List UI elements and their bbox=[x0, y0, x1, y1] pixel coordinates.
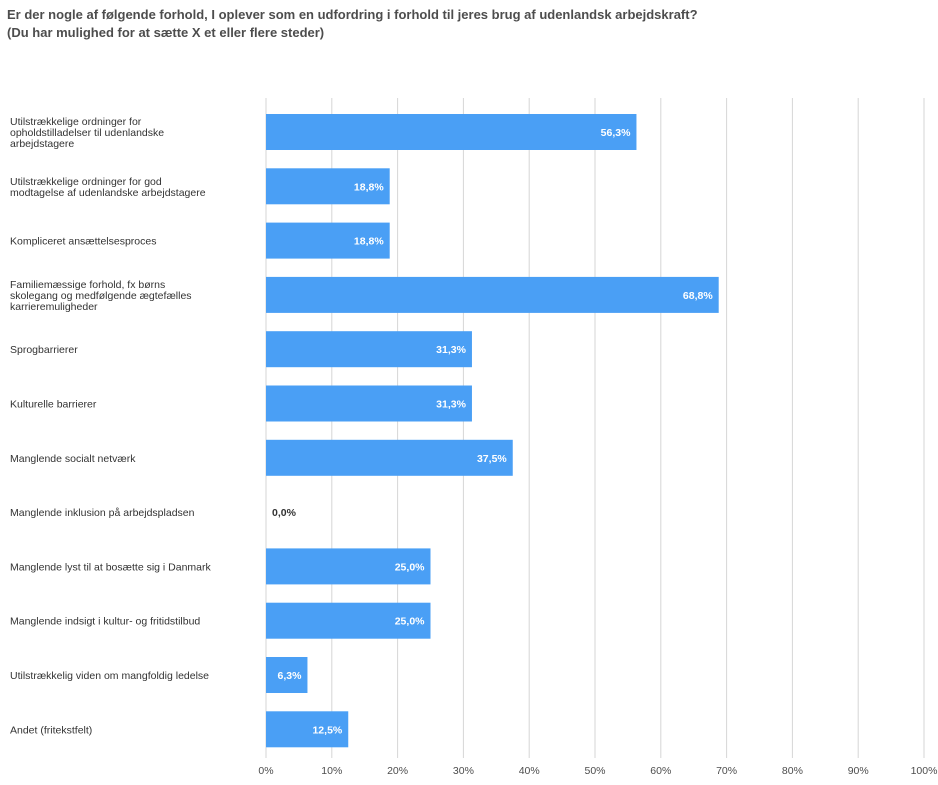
data-label: 12,5% bbox=[312, 724, 342, 736]
bar bbox=[266, 657, 308, 693]
category-label: Kompliceret ansættelsesproces bbox=[10, 236, 156, 248]
data-label: 25,0% bbox=[395, 616, 425, 628]
category-label-line: opholdstilladelser til udenlandske bbox=[10, 127, 164, 139]
chart-title-line-1: Er der nogle af følgende forhold, I ople… bbox=[7, 7, 698, 22]
bar bbox=[266, 548, 431, 585]
category-label: Utilstrækkelige ordninger for opholdstill… bbox=[10, 116, 164, 150]
x-tick-label: 10% bbox=[321, 765, 342, 777]
category-label: Utilstrækkelig viden om mangfoldig ledel… bbox=[10, 670, 209, 682]
data-label: 18,8% bbox=[354, 181, 384, 193]
bar bbox=[266, 168, 390, 205]
category-label: Manglende lyst til at bosætte sig i Danm… bbox=[10, 561, 212, 573]
data-label: 37,5% bbox=[477, 453, 507, 465]
x-tick-label: 80% bbox=[782, 765, 803, 777]
x-tick-label: 20% bbox=[387, 765, 408, 777]
data-label: 56,3% bbox=[601, 127, 631, 139]
bar bbox=[266, 222, 390, 259]
category-label-line: arbejdstagere bbox=[10, 138, 74, 150]
data-label: 6,3% bbox=[278, 670, 303, 682]
category-label-line: Kulturelle barrierer bbox=[10, 399, 97, 411]
category-label-line: Sprogbarrierer bbox=[10, 344, 78, 356]
category-label: Manglende socialt netværk bbox=[10, 453, 136, 465]
bar bbox=[266, 602, 431, 639]
category-label-line: Kompliceret ansættelsesproces bbox=[10, 236, 156, 248]
category-label-line: Manglende inklusion på arbejdspladsen bbox=[10, 507, 195, 519]
category-label: Andet (fritekstfelt) bbox=[10, 724, 92, 736]
category-label-line: Familiemæssige forhold, fx børns bbox=[10, 279, 165, 291]
data-label: 25,0% bbox=[395, 561, 425, 573]
x-tick-label: 100% bbox=[911, 765, 938, 777]
category-label-line: Utilstrækkelig viden om mangfoldig ledel… bbox=[10, 670, 209, 682]
category-label-line: Andet (fritekstfelt) bbox=[10, 724, 92, 736]
category-label-line: Manglende lyst til at bosætte sig i Danm… bbox=[10, 561, 212, 573]
chart-title-line-2: (Du har mulighed for at sætte X et eller… bbox=[7, 25, 325, 40]
bar bbox=[266, 711, 349, 748]
bar bbox=[266, 439, 513, 476]
x-tick-label: 30% bbox=[453, 765, 474, 777]
x-tick-label: 0% bbox=[258, 765, 273, 777]
data-label: 31,3% bbox=[436, 399, 466, 411]
x-tick-label: 70% bbox=[716, 765, 737, 777]
bar bbox=[266, 385, 472, 422]
category-label-line: Utilstrækkelige ordninger for god bbox=[10, 176, 162, 188]
category-label-line: Manglende socialt netværk bbox=[10, 453, 136, 465]
category-label-line: karrieremuligheder bbox=[10, 301, 98, 313]
data-label: 31,3% bbox=[436, 344, 466, 356]
bar bbox=[266, 276, 719, 313]
x-tick-label: 60% bbox=[650, 765, 671, 777]
category-label-line: skolegang og medfølgende ægtefælles bbox=[10, 290, 192, 302]
category-label: Manglende indsigt i kultur- og fritidsti… bbox=[10, 616, 200, 628]
chart-title: Er der nogle af følgende forhold, I ople… bbox=[7, 6, 927, 42]
data-label: 18,8% bbox=[354, 236, 384, 248]
category-label-line: Utilstrækkelige ordninger for bbox=[10, 116, 142, 128]
category-label-line: Manglende indsigt i kultur- og fritidsti… bbox=[10, 616, 200, 628]
category-label: Kulturelle barrierer bbox=[10, 399, 97, 411]
bars bbox=[266, 114, 719, 748]
category-label: Familiemæssige forhold, fx børns skolegan… bbox=[10, 279, 192, 313]
x-tick-label: 40% bbox=[519, 765, 540, 777]
data-label: 0,0% bbox=[272, 507, 297, 519]
bar bbox=[266, 114, 637, 150]
x-axis-ticks: 0% 10% 20% 30% 40% 50% 60% 70% 80% 90% 100% bbox=[258, 765, 937, 777]
category-label: Manglende inklusion på arbejdspladsen bbox=[10, 507, 195, 519]
data-labels: 56,3% 18,8% 18,8% 68,8% 31,3% 31,3% 37,5% 0,0% 2… bbox=[272, 127, 713, 736]
category-label-line: modtagelse af udenlandske arbejdstagere bbox=[10, 187, 206, 199]
x-tick-label: 50% bbox=[584, 765, 605, 777]
x-tick-label: 90% bbox=[848, 765, 869, 777]
category-labels: Utilstrækkelige ordninger for opholdstill… bbox=[10, 116, 212, 736]
bar bbox=[266, 331, 472, 368]
category-label: Utilstrækkelige ordninger for god modtage… bbox=[10, 176, 206, 199]
gridlines bbox=[265, 98, 925, 758]
data-label: 68,8% bbox=[683, 290, 713, 302]
category-label: Sprogbarrierer bbox=[10, 344, 78, 356]
